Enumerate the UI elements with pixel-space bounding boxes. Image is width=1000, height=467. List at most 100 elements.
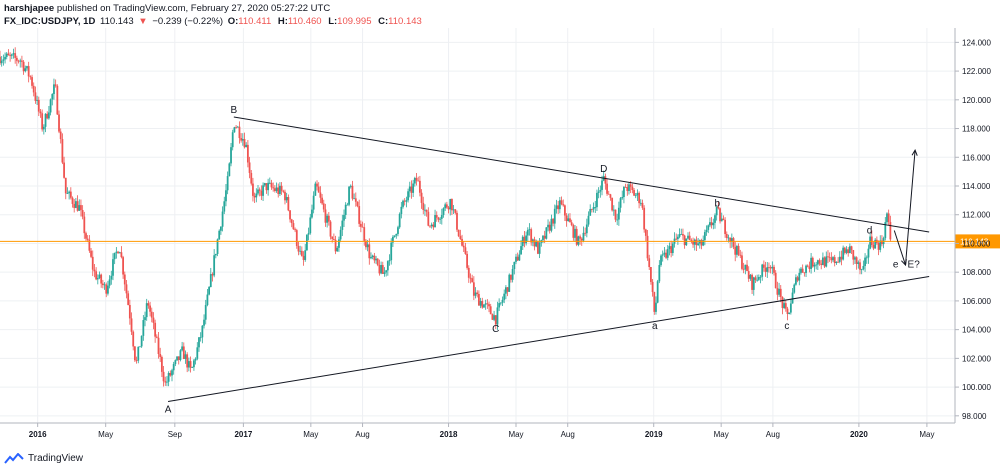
candle-body xyxy=(565,215,568,222)
price-tick-label: 122.000 xyxy=(962,67,991,76)
candle-body xyxy=(71,197,74,204)
candle-body xyxy=(665,252,667,258)
candle-body xyxy=(349,185,352,187)
candle-body xyxy=(562,204,565,206)
candle-body xyxy=(499,302,502,304)
candle-body xyxy=(174,360,177,365)
candle-body xyxy=(776,288,779,295)
candle-body xyxy=(418,180,421,193)
candle-body xyxy=(135,360,138,362)
candle-body xyxy=(621,196,624,199)
candle-body xyxy=(648,258,651,268)
candle-body xyxy=(658,265,661,282)
candle-body xyxy=(879,240,882,250)
candle-body xyxy=(877,242,880,250)
candle-body xyxy=(353,198,356,200)
change-value: −0.239 (−0.22%) xyxy=(152,16,224,27)
candle-body xyxy=(395,233,398,236)
candle-body xyxy=(187,361,190,368)
candle-body xyxy=(204,305,207,320)
time-axis[interactable]: 2016 May Sep 2017 May Aug 2018 May Aug 2019 May Aug… xyxy=(0,422,955,439)
candle-body xyxy=(850,246,853,251)
candle-body xyxy=(663,252,666,255)
drawing-layer[interactable]: A B C Da b c d e E? xyxy=(165,105,930,415)
candle-body xyxy=(420,192,423,203)
candle-body xyxy=(611,197,614,211)
candle-body xyxy=(452,209,455,211)
candle-body xyxy=(779,288,782,297)
candle-body xyxy=(744,264,747,270)
candle-body xyxy=(53,84,55,95)
candle-body xyxy=(655,302,657,312)
candle-body xyxy=(786,308,789,314)
candle-body xyxy=(451,199,453,211)
candle-body xyxy=(359,223,362,227)
candle-body xyxy=(37,99,40,112)
candle-body xyxy=(268,182,271,184)
candle-body xyxy=(634,195,637,197)
symbol-label[interactable]: FX_IDC:USDJPY, 1D xyxy=(4,16,96,27)
candle-body xyxy=(697,243,700,246)
candle-body xyxy=(159,354,162,357)
wave-label: b xyxy=(714,198,720,209)
candle-body xyxy=(732,238,735,247)
candle-body xyxy=(378,265,381,274)
time-tick-label: May xyxy=(714,430,729,439)
candle-body xyxy=(644,229,647,236)
price-tick-label: 102.000 xyxy=(962,354,991,363)
candle-body xyxy=(508,274,511,292)
candle-body xyxy=(661,254,664,256)
projection-arrowhead xyxy=(901,258,907,267)
candle-body xyxy=(764,267,767,272)
candle-body xyxy=(754,277,757,280)
candle-body xyxy=(425,209,428,212)
candle-body xyxy=(854,257,856,260)
candle-body xyxy=(692,241,694,245)
candle-body xyxy=(297,245,300,252)
candle-body xyxy=(638,192,641,204)
candle-body xyxy=(181,346,184,351)
candle-body xyxy=(413,177,416,184)
close-value: 110.143 xyxy=(388,16,422,27)
candle-body xyxy=(816,260,819,265)
candle-body xyxy=(63,162,65,178)
projection-arrowhead xyxy=(911,148,918,156)
candle-body xyxy=(9,55,12,57)
candle-body xyxy=(719,208,721,222)
candle-body xyxy=(489,306,492,315)
candle-body xyxy=(584,232,587,234)
candle-body xyxy=(835,261,838,264)
candle-body xyxy=(828,256,831,258)
candle-body xyxy=(768,267,770,268)
candle-body xyxy=(717,207,720,209)
candle-body xyxy=(233,127,236,133)
candle-body xyxy=(889,221,892,240)
candle-body xyxy=(277,187,280,194)
candle-body xyxy=(312,195,315,210)
candle-body xyxy=(434,215,436,228)
candle-body xyxy=(307,233,310,235)
close-label: C: xyxy=(378,16,389,27)
candle-body xyxy=(211,274,214,276)
time-tick-label: May xyxy=(508,430,523,439)
open-label: O: xyxy=(227,16,239,27)
candle-body xyxy=(703,232,706,241)
candle-body xyxy=(543,235,546,239)
candle-body xyxy=(393,235,396,237)
candle-body xyxy=(749,274,752,279)
price-axis[interactable]: 124.000 122.000 120.000 118.000 116.000 114.0… xyxy=(954,28,991,423)
candle-body xyxy=(650,267,652,282)
candle-body xyxy=(376,258,379,266)
candle-body xyxy=(225,190,227,202)
candle-body xyxy=(739,254,742,256)
tradingview-footer[interactable]: TradingView xyxy=(4,453,83,464)
candle-body xyxy=(810,257,813,269)
candle-body xyxy=(125,284,128,294)
candle-body xyxy=(759,276,762,278)
candle-body xyxy=(439,218,442,220)
publisher-name[interactable]: harshjapee xyxy=(4,3,55,14)
candle-body xyxy=(366,244,369,248)
candle-body xyxy=(860,269,863,271)
candle-body xyxy=(843,247,846,253)
